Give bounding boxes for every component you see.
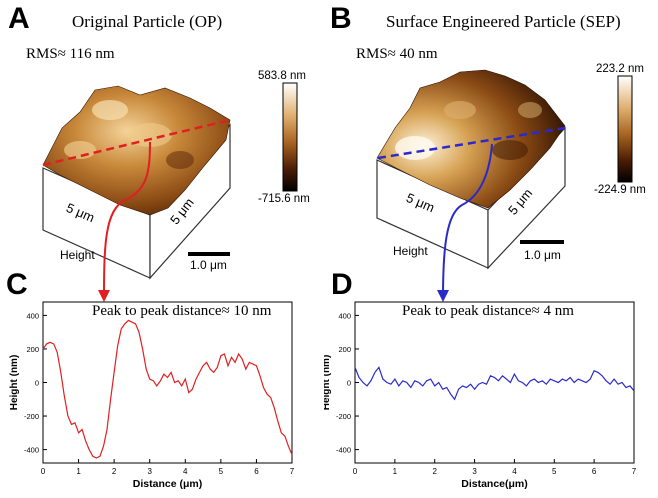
sep-chart-x-tick-label: 1: [393, 467, 398, 476]
colorbar-op-min: -715.6 nm: [258, 193, 310, 205]
colorbar-sep-min: -224.9 nm: [594, 184, 646, 196]
height-profile-chart-sep: 0 1 2 3 4 5 6 7 -400 -200 0 200 400 Distance(μm) Heigh…: [324, 301, 637, 490]
sep-chart-y-tick-label: 200: [338, 345, 351, 354]
panel-a-rms: RMS≈ 116 nm: [26, 46, 115, 62]
sep-chart-x-tick-label: 4: [512, 467, 517, 476]
op-chart-y-tick-label: 200: [26, 345, 39, 354]
op-chart-x-tick-label: 3: [147, 467, 152, 476]
panel-letter-d: D: [331, 268, 353, 301]
sep-chart-x-tick-label: 2: [432, 467, 437, 476]
scale-bar-op: [188, 252, 230, 256]
op-chart-x-tick-label: 5: [219, 467, 224, 476]
op-chart-y-tick-label: 400: [26, 311, 39, 320]
height-label-op: Height: [60, 248, 95, 262]
op-chart-x-tick-label: 2: [112, 467, 117, 476]
sep-chart-y-tick-label: 400: [338, 311, 351, 320]
op-chart-x-tick-label: 6: [254, 467, 259, 476]
panel-b-title: Surface Engineered Particle (SEP): [386, 12, 621, 31]
op-chart-plot-frame: [42, 301, 293, 464]
scale-bar-op-label: 1.0 μm: [190, 258, 227, 272]
op-chart-series-line: [42, 319, 293, 459]
sep-chart-y-axis-label: Height (nm): [324, 355, 332, 411]
panel-b-rms: RMS≈ 40 nm: [356, 46, 438, 62]
sep-chart-x-tick-label: 0: [353, 467, 358, 476]
panel-c-annotation: Peak to peak distance≈ 10 nm: [92, 303, 272, 319]
sep-chart-y-tick-label: 0: [347, 379, 351, 388]
sep-chart-x-axis-label: Distance(μm): [461, 478, 528, 490]
sep-chart-x-tick-label: 5: [552, 467, 557, 476]
panel-letter-b: B: [330, 2, 352, 35]
sep-chart-x-tick-label: 7: [632, 467, 637, 476]
panel-letter-a: A: [8, 2, 30, 35]
colorbar-op: [282, 82, 298, 192]
afm-3d-surface-op: [42, 85, 231, 302]
op-chart-y-axis-label: Height (nm): [9, 355, 20, 411]
op-chart-x-tick-label: 4: [183, 467, 188, 476]
op-chart-x-tick-label: 7: [290, 467, 295, 476]
panel-a-title: Original Particle (OP): [72, 12, 223, 31]
sep-chart-y-tick-label: -200: [336, 412, 351, 421]
op-chart-x-tick-label: 1: [76, 467, 81, 476]
op-chart-y-tick-label: -200: [24, 412, 39, 421]
scale-bar-sep-label: 1.0 μm: [524, 248, 561, 262]
height-profile-chart-op: 0 1 2 3 4 5 6 7 -400 -200 0 200 400 Distance (μm) Heig…: [9, 301, 295, 490]
panel-d-annotation: Peak to peak distance≈ 4 nm: [402, 303, 574, 319]
sep-chart-x-tick-label: 3: [472, 467, 477, 476]
colorbar-sep: [617, 75, 633, 183]
op-chart-x-tick-label: 0: [41, 467, 46, 476]
scale-bar-sep: [520, 240, 564, 244]
height-label-sep: Height: [393, 244, 428, 258]
op-chart-x-axis-label: Distance (μm): [133, 478, 202, 490]
afm-3d-surface-sep: [376, 69, 566, 302]
colorbar-op-max: 583.8 nm: [258, 70, 306, 82]
sep-chart-y-tick-label: -400: [336, 446, 351, 455]
panel-letter-c: C: [6, 268, 28, 301]
op-chart-y-tick-label: -400: [24, 446, 39, 455]
colorbar-sep-max: 223.2 nm: [596, 63, 644, 75]
op-chart-y-tick-label: 0: [35, 379, 39, 388]
sep-chart-series-line: [354, 366, 635, 401]
sep-chart-x-tick-label: 6: [592, 467, 597, 476]
